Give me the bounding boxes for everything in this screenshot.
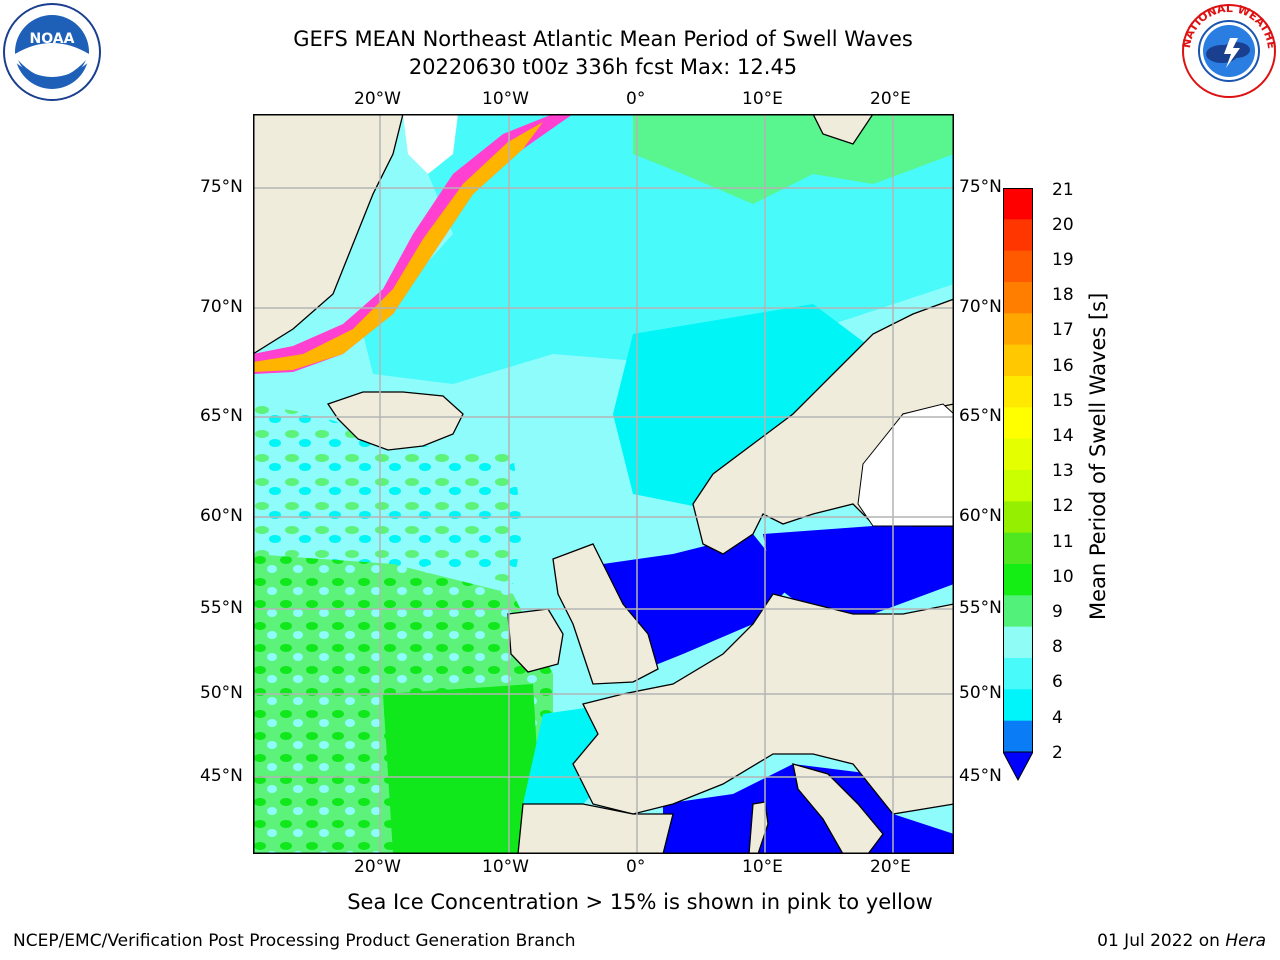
footer-date: 01 Jul 2022 on Hera (1097, 931, 1266, 951)
land-greenland (252, 113, 404, 356)
colorbar-swatch (1003, 219, 1033, 252)
colorbar-swatch (1003, 407, 1033, 440)
colorbar-title: Mean Period of Swell Waves [s] (1086, 292, 1110, 620)
swell-cyan-central (613, 304, 893, 514)
lat-tick-right-75n: 75°N (959, 177, 1002, 197)
swell-green-max (383, 684, 543, 854)
colorbar-label-16: 16 (1052, 356, 1074, 376)
colorbar-label-13: 13 (1052, 461, 1074, 481)
lat-tick-left-60n: 60°N (200, 506, 243, 526)
lat-tick-left-70n: 70°N (200, 297, 243, 317)
swell-green-north (633, 114, 954, 204)
colorbar-swatch (1003, 564, 1033, 596)
colorbar-swatch (1003, 376, 1033, 408)
lon-tick-top-10w: 10°W (482, 89, 529, 109)
colorbar-label-21: 21 (1052, 180, 1074, 200)
lon-tick-bottom-20w: 20°W (354, 857, 401, 877)
footer-credit: NCEP/EMC/Verification Post Processing Pr… (13, 931, 576, 951)
lat-tick-right-45n: 45°N (959, 766, 1002, 786)
lon-tick-bottom-10e: 10°E (742, 857, 783, 877)
colorbar-swatch (1003, 720, 1033, 753)
swell-mixed-west (253, 404, 523, 584)
lon-tick-bottom-0: 0° (626, 857, 646, 877)
swell-blue-baltic (763, 526, 954, 614)
colorbar-label-14: 14 (1052, 426, 1074, 446)
colorbar-label-17: 17 (1052, 320, 1074, 340)
no-data-greenland (403, 114, 458, 174)
lon-tick-top-20e: 20°E (870, 89, 911, 109)
lat-tick-right-50n: 50°N (959, 683, 1002, 703)
colorbar-label-20: 20 (1052, 215, 1074, 235)
lat-tick-left-45n: 45°N (200, 766, 243, 786)
land-continent (572, 593, 955, 815)
lat-tick-left-55n: 55°N (200, 598, 243, 618)
sea-ice-caption: Sea Ice Concentration > 15% is shown in … (347, 890, 933, 914)
colorbar-label-9: 9 (1052, 602, 1063, 622)
colorbar-swatches (1002, 188, 1034, 782)
noaa-logo: NOAA (2, 2, 102, 102)
lat-tick-left-65n: 65°N (200, 406, 243, 426)
colorbar-label-8: 8 (1052, 637, 1063, 657)
colorbar-swatch (1003, 689, 1033, 722)
sea-ice-yellow (253, 122, 543, 372)
colorbar-swatch (1003, 438, 1033, 471)
colorbar-label-12: 12 (1052, 496, 1074, 516)
colorbar-swatch (1003, 626, 1033, 659)
colorbar-swatch (1003, 470, 1033, 502)
graticule (253, 114, 954, 854)
chart-title-line2: 20220630 t00z 336h fcst Max: 12.45 (408, 55, 798, 79)
land-britain (552, 543, 659, 685)
footer-host: Hera (1225, 931, 1266, 951)
lon-tick-bottom-20e: 20°E (870, 857, 911, 877)
swell-period-map (252, 113, 955, 855)
colorbar-label-10: 10 (1052, 567, 1074, 587)
colorbar-swatch (1003, 595, 1033, 628)
sea-ice-pink (253, 114, 573, 374)
colorbar-label-6: 6 (1052, 672, 1063, 692)
lat-tick-left-75n: 75°N (200, 177, 243, 197)
colorbar-label-18: 18 (1052, 285, 1074, 305)
colorbar-min-extend-arrow (1002, 751, 1034, 782)
colorbar-swatch (1003, 344, 1033, 377)
lat-tick-right-60n: 60°N (959, 506, 1002, 526)
colorbar-swatch (1003, 313, 1033, 346)
colorbar-label-15: 15 (1052, 391, 1074, 411)
noaa-logo-text: NOAA (30, 31, 75, 47)
map-panel (252, 113, 955, 855)
land-sardinia (748, 801, 769, 855)
map-frame (253, 114, 954, 854)
colorbar-label-2: 2 (1052, 743, 1063, 763)
colorbar-frame (1003, 188, 1033, 753)
colorbar-swatch (1003, 250, 1033, 283)
lat-tick-right-55n: 55°N (959, 598, 1002, 618)
chart-title-line1: GEFS MEAN Northeast Atlantic Mean Period… (293, 27, 913, 51)
colorbar-label-11: 11 (1052, 532, 1074, 552)
colorbar (1002, 188, 1034, 782)
swell-blue-northsea (603, 534, 793, 674)
colorbar-swatch (1003, 501, 1033, 534)
lon-tick-top-10e: 10°E (742, 89, 783, 109)
lon-tick-top-20w: 20°W (354, 89, 401, 109)
lat-tick-right-65n: 65°N (959, 406, 1002, 426)
colorbar-swatch (1003, 188, 1033, 220)
colorbar-swatch (1003, 282, 1033, 314)
footer-date-text: 01 Jul 2022 on (1097, 931, 1226, 951)
lon-tick-bottom-10w: 10°W (482, 857, 529, 877)
colorbar-label-4: 4 (1052, 708, 1063, 728)
colorbar-swatch (1003, 658, 1033, 690)
land-iceland (326, 391, 464, 451)
colorbar-swatch (1003, 532, 1033, 565)
lat-tick-left-50n: 50°N (200, 683, 243, 703)
lat-tick-right-70n: 70°N (959, 297, 1002, 317)
colorbar-label-19: 19 (1052, 250, 1074, 270)
nws-logo: NATIONAL WEATHER SERVICE (1176, 0, 1278, 100)
lon-tick-top-0: 0° (626, 89, 646, 109)
